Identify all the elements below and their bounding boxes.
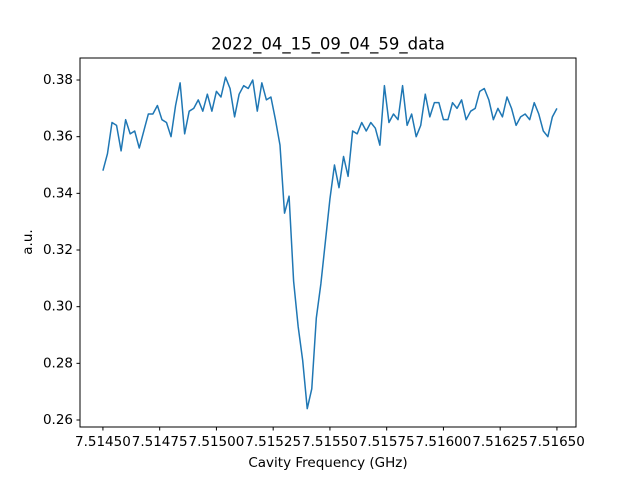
x-tick-label: 7.51600 (416, 434, 472, 450)
y-tick-label: 0.36 (43, 129, 73, 145)
y-tick-label: 0.26 (43, 412, 73, 428)
x-tick-label: 7.51500 (189, 434, 245, 450)
data-line (102, 76, 558, 410)
y-tick-label: 0.28 (43, 355, 73, 371)
y-tick-label: 0.38 (43, 72, 73, 88)
plot-frame (79, 57, 577, 428)
x-tick-label: 7.51475 (132, 434, 188, 450)
x-tick-label: 7.51550 (302, 434, 358, 450)
y-tick-label: 0.34 (43, 185, 73, 201)
x-tick-label: 7.51575 (359, 434, 415, 450)
x-axis-label: Cavity Frequency (GHz) (248, 455, 407, 471)
y-tick-label: 0.30 (43, 299, 73, 315)
y-tick-label: 0.32 (43, 242, 73, 258)
y-axis-label: a.u. (20, 229, 36, 254)
x-tick-label: 7.51650 (529, 434, 585, 450)
x-tick-label: 7.51450 (75, 434, 131, 450)
x-tick-label: 7.51525 (245, 434, 301, 450)
chart-title: 2022_04_15_09_04_59_data (211, 35, 445, 55)
x-tick-label: 7.51625 (472, 434, 528, 450)
